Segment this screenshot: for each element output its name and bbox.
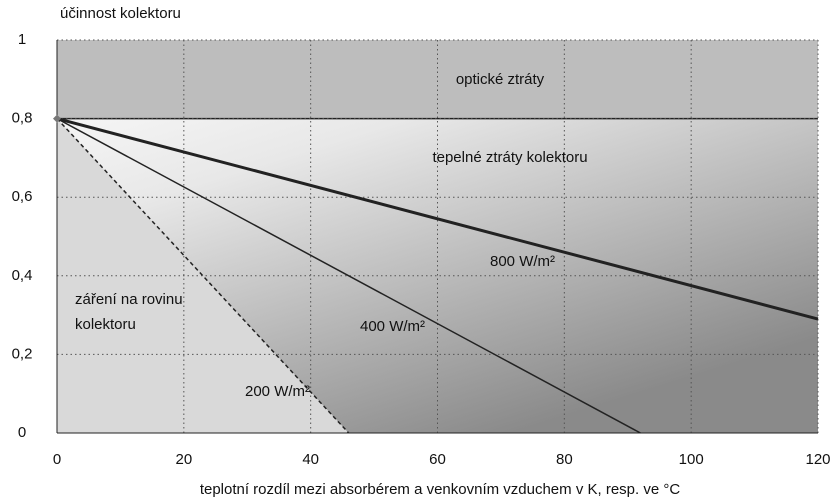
x-axis-label: teplotní rozdíl mezi absorbérem a venkov… xyxy=(200,481,681,498)
x-tick-label: 100 xyxy=(679,451,704,468)
y-tick-label: 0,4 xyxy=(12,267,33,284)
x-tick-label: 120 xyxy=(805,451,830,468)
y-tick-label: 0,8 xyxy=(12,110,33,127)
origin-marker xyxy=(53,114,61,123)
y-axis-label: účinnost kolektoru xyxy=(60,5,181,22)
series-label: 200 W/m² xyxy=(245,383,310,400)
series-line xyxy=(56,117,819,321)
y-tick-label: 0,2 xyxy=(12,345,33,362)
series-line xyxy=(56,118,350,434)
series-label: 800 W/m² xyxy=(490,253,555,270)
x-tick-label: 40 xyxy=(302,451,319,468)
y-tick-label: 1 xyxy=(18,31,26,48)
y-tick-label: 0,6 xyxy=(12,188,33,205)
optical-loss-region xyxy=(57,40,818,119)
annotation: kolektoru xyxy=(75,316,136,333)
x-tick-label: 20 xyxy=(175,451,192,468)
y-tick-label: 0 xyxy=(18,424,26,441)
series-line xyxy=(56,117,641,434)
x-tick-label: 80 xyxy=(556,451,573,468)
annotation: tepelné ztráty kolektoru xyxy=(432,149,587,166)
annotation: optické ztráty xyxy=(456,71,545,88)
annotation: záření na rovinu xyxy=(75,291,183,308)
series-label: 400 W/m² xyxy=(360,318,425,335)
x-tick-label: 60 xyxy=(429,451,446,468)
x-tick-label: 0 xyxy=(53,451,61,468)
